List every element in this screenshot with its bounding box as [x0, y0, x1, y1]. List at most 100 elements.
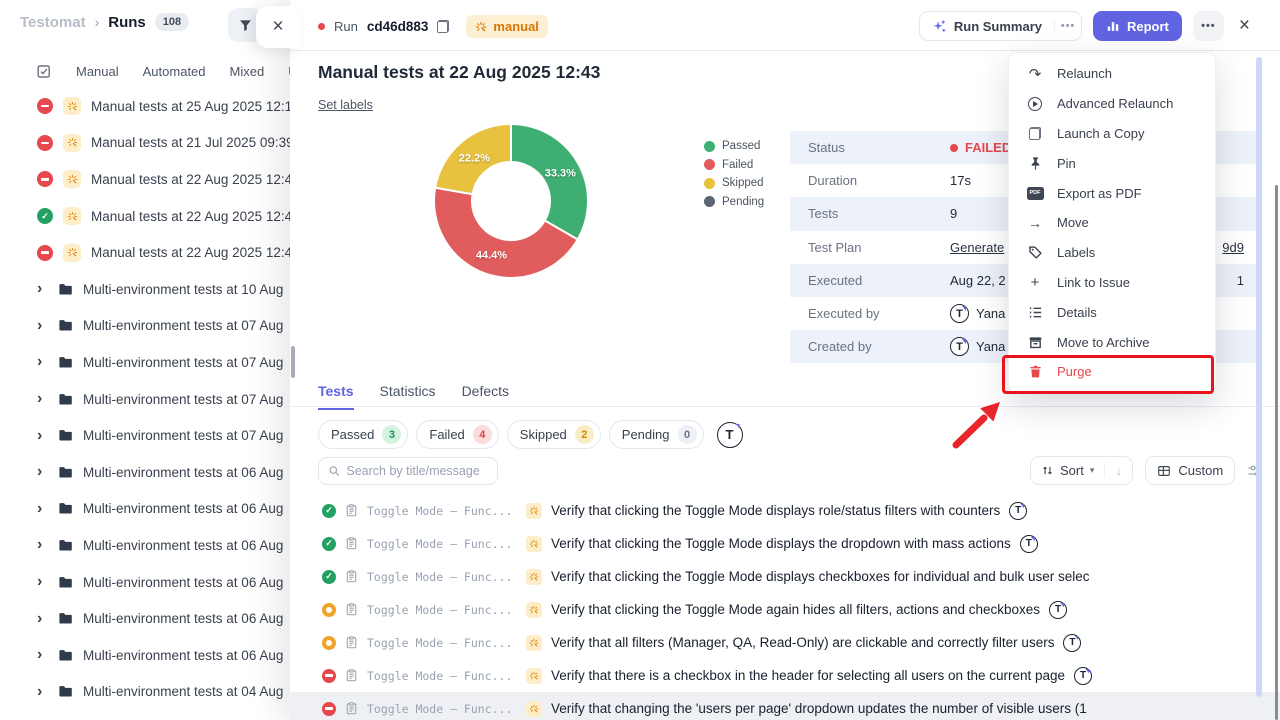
- folder-list-item[interactable]: › Multi-environment tests at 06 Aug: [0, 600, 296, 637]
- window-edge-scrollbar[interactable]: [1275, 185, 1278, 720]
- relaunch-icon: ↷: [1028, 65, 1042, 83]
- folder-list-item[interactable]: › Multi-environment tests at 07 Aug: [0, 308, 296, 345]
- status-filter-pill[interactable]: Passed 3: [318, 420, 409, 449]
- menu-item-export-pdf[interactable]: PDF Export as PDF: [1009, 178, 1215, 208]
- test-row[interactable]: Toggle Mode — Func... Verify that clicki…: [290, 494, 1280, 527]
- test-row[interactable]: Toggle Mode — Func... Verify that there …: [290, 659, 1280, 692]
- detail-label: Executed by: [808, 306, 880, 322]
- panel-scrollbar-thumb[interactable]: [1256, 57, 1262, 697]
- sort-button[interactable]: Sort ▾ ↓: [1030, 456, 1134, 485]
- copy-icon[interactable]: [437, 20, 450, 33]
- run-summary-more-button[interactable]: •••: [1054, 20, 1081, 32]
- test-row[interactable]: Toggle Mode — Func... Verify that clicki…: [290, 527, 1280, 560]
- menu-item-labels[interactable]: Labels: [1009, 238, 1215, 268]
- executed-date-value: Aug 22, 2: [950, 272, 1006, 288]
- results-donut-chart: 33.3% 44.4% 22.2%: [433, 122, 589, 279]
- tab-manual[interactable]: Manual: [76, 63, 119, 79]
- menu-item-move[interactable]: → Move: [1028, 214, 1089, 231]
- chevron-right-icon[interactable]: ›: [37, 316, 43, 334]
- chevron-right-icon[interactable]: ›: [37, 463, 43, 481]
- chevron-right-icon[interactable]: ›: [37, 573, 43, 591]
- testomat-logo-icon: T: [1009, 501, 1028, 520]
- user-avatar: T: [950, 304, 969, 324]
- status-filter-pill[interactable]: Skipped 2: [506, 420, 601, 449]
- menu-item-pin[interactable]: Pin: [1009, 148, 1215, 178]
- folder-list-item[interactable]: › Multi-environment tests at 04 Aug: [0, 674, 296, 711]
- test-plan-link-end[interactable]: 9d9: [1222, 239, 1244, 255]
- run-list-item[interactable]: Manual tests at 25 Aug 2025 12:1: [0, 88, 296, 125]
- folder-list-item[interactable]: › Multi-environment tests at 07 Aug: [0, 344, 296, 381]
- test-row[interactable]: Toggle Mode — Func... Verify that clicki…: [290, 593, 1280, 626]
- folder-label: Multi-environment tests at 07 Aug: [83, 428, 284, 444]
- menu-item-launch-copy[interactable]: Launch a Copy: [1009, 119, 1215, 149]
- chevron-right-icon[interactable]: ›: [37, 390, 43, 408]
- status-filter-pill[interactable]: Pending 0: [608, 420, 704, 449]
- custom-columns-button[interactable]: Custom: [1145, 456, 1236, 485]
- run-actions-menu: ↷ Relaunch Advanced Relaunch Launch a Co…: [1008, 52, 1216, 394]
- created-by-value: T Yana: [950, 337, 1005, 357]
- testomat-filter-toggle[interactable]: T: [716, 421, 743, 448]
- chevron-right-icon[interactable]: ›: [37, 682, 43, 700]
- manual-run-icon: [63, 133, 81, 152]
- chevron-right-icon[interactable]: ›: [37, 536, 43, 554]
- test-suite-name: Toggle Mode — Func...: [367, 635, 513, 650]
- search-input[interactable]: [346, 464, 488, 478]
- detail-row-test-plan: Test Plan Generate 9d9: [790, 231, 1258, 264]
- chevron-right-icon[interactable]: ›: [37, 280, 43, 298]
- search-icon: [329, 466, 340, 477]
- run-list-item[interactable]: Manual tests at 21 Jul 2025 09:39: [0, 125, 296, 162]
- folder-list-item[interactable]: › Multi-environment tests at 10 Aug: [0, 271, 296, 308]
- tab-statistics[interactable]: Statistics: [379, 383, 436, 399]
- tab-defects[interactable]: Defects: [461, 383, 510, 399]
- menu-item-relaunch[interactable]: ↷ Relaunch: [1009, 59, 1215, 89]
- tab-tests[interactable]: Tests: [318, 383, 354, 410]
- panel-close-left-button[interactable]: ×: [256, 6, 300, 48]
- chevron-right-icon[interactable]: ›: [37, 426, 43, 444]
- clipboard-icon: [346, 603, 357, 616]
- manual-test-icon: [526, 535, 542, 552]
- tab-mixed[interactable]: Mixed: [229, 63, 265, 79]
- more-actions-button[interactable]: •••: [1192, 11, 1224, 41]
- folder-list-item[interactable]: › Multi-environment tests at 06 Aug: [0, 527, 296, 564]
- folder-label: Multi-environment tests at 07 Aug: [83, 318, 284, 334]
- test-row[interactable]: Toggle Mode — Func... Verify that all fi…: [290, 626, 1280, 659]
- folder-list-item[interactable]: › Multi-environment tests at 07 Aug: [0, 417, 296, 454]
- folder-list-item[interactable]: › Multi-environment tests at 06 Aug: [0, 637, 296, 674]
- test-row[interactable]: Toggle Mode — Func... Verify that clicki…: [290, 560, 1280, 593]
- sort-direction-button[interactable]: ↓: [1104, 463, 1132, 478]
- run-list-item[interactable]: Manual tests at 22 Aug 2025 12:4: [0, 161, 296, 198]
- set-labels-link[interactable]: Set labels: [318, 98, 373, 112]
- testomat-logo-icon: T: [1074, 666, 1093, 685]
- folder-label: Multi-environment tests at 04 Aug: [83, 684, 284, 700]
- tab-automated[interactable]: Automated: [142, 63, 206, 79]
- executed-by-value: T Yana: [950, 304, 1005, 324]
- chevron-right-icon[interactable]: ›: [37, 609, 43, 627]
- detail-label: Created by: [808, 339, 872, 355]
- menu-item-advanced-relaunch[interactable]: Advanced Relaunch: [1009, 89, 1215, 119]
- run-list-item[interactable]: Manual tests at 22 Aug 2025 12:4: [0, 234, 296, 271]
- run-summary-button[interactable]: Run Summary •••: [918, 11, 1082, 41]
- test-title: Verify that changing the 'users per page…: [551, 701, 1087, 716]
- chevron-right-icon[interactable]: ›: [37, 499, 43, 517]
- clipboard-icon: [346, 537, 357, 550]
- chevron-right-icon[interactable]: ›: [37, 646, 43, 664]
- menu-item-move-archive[interactable]: Move to Archive: [1009, 327, 1215, 357]
- test-row[interactable]: Toggle Mode — Func... Verify that changi…: [290, 692, 1280, 720]
- folder-list-item[interactable]: › Multi-environment tests at 06 Aug: [0, 491, 296, 528]
- run-label: Run: [334, 19, 358, 34]
- menu-item-purge[interactable]: Purge: [1009, 357, 1215, 387]
- close-panel-button[interactable]: ×: [1238, 15, 1250, 36]
- status-filter-pill[interactable]: Failed 4: [416, 420, 499, 449]
- folder-icon: [59, 576, 72, 587]
- sidebar-scrollbar-thumb[interactable]: [291, 346, 295, 378]
- run-list-item[interactable]: Manual tests at 22 Aug 2025 12:4: [0, 198, 296, 235]
- menu-item-details[interactable]: Details: [1009, 297, 1215, 327]
- test-plan-link[interactable]: Generate: [950, 239, 1005, 255]
- folder-list-item[interactable]: › Multi-environment tests at 06 Aug: [0, 454, 296, 491]
- tabs-underline: [290, 406, 1280, 407]
- folder-list-item[interactable]: › Multi-environment tests at 06 Aug: [0, 564, 296, 601]
- menu-item-link-issue[interactable]: + Link to Issue: [1009, 268, 1215, 298]
- chevron-right-icon[interactable]: ›: [37, 353, 43, 371]
- folder-list-item[interactable]: › Multi-environment tests at 07 Aug: [0, 381, 296, 418]
- report-button[interactable]: Report: [1093, 11, 1182, 41]
